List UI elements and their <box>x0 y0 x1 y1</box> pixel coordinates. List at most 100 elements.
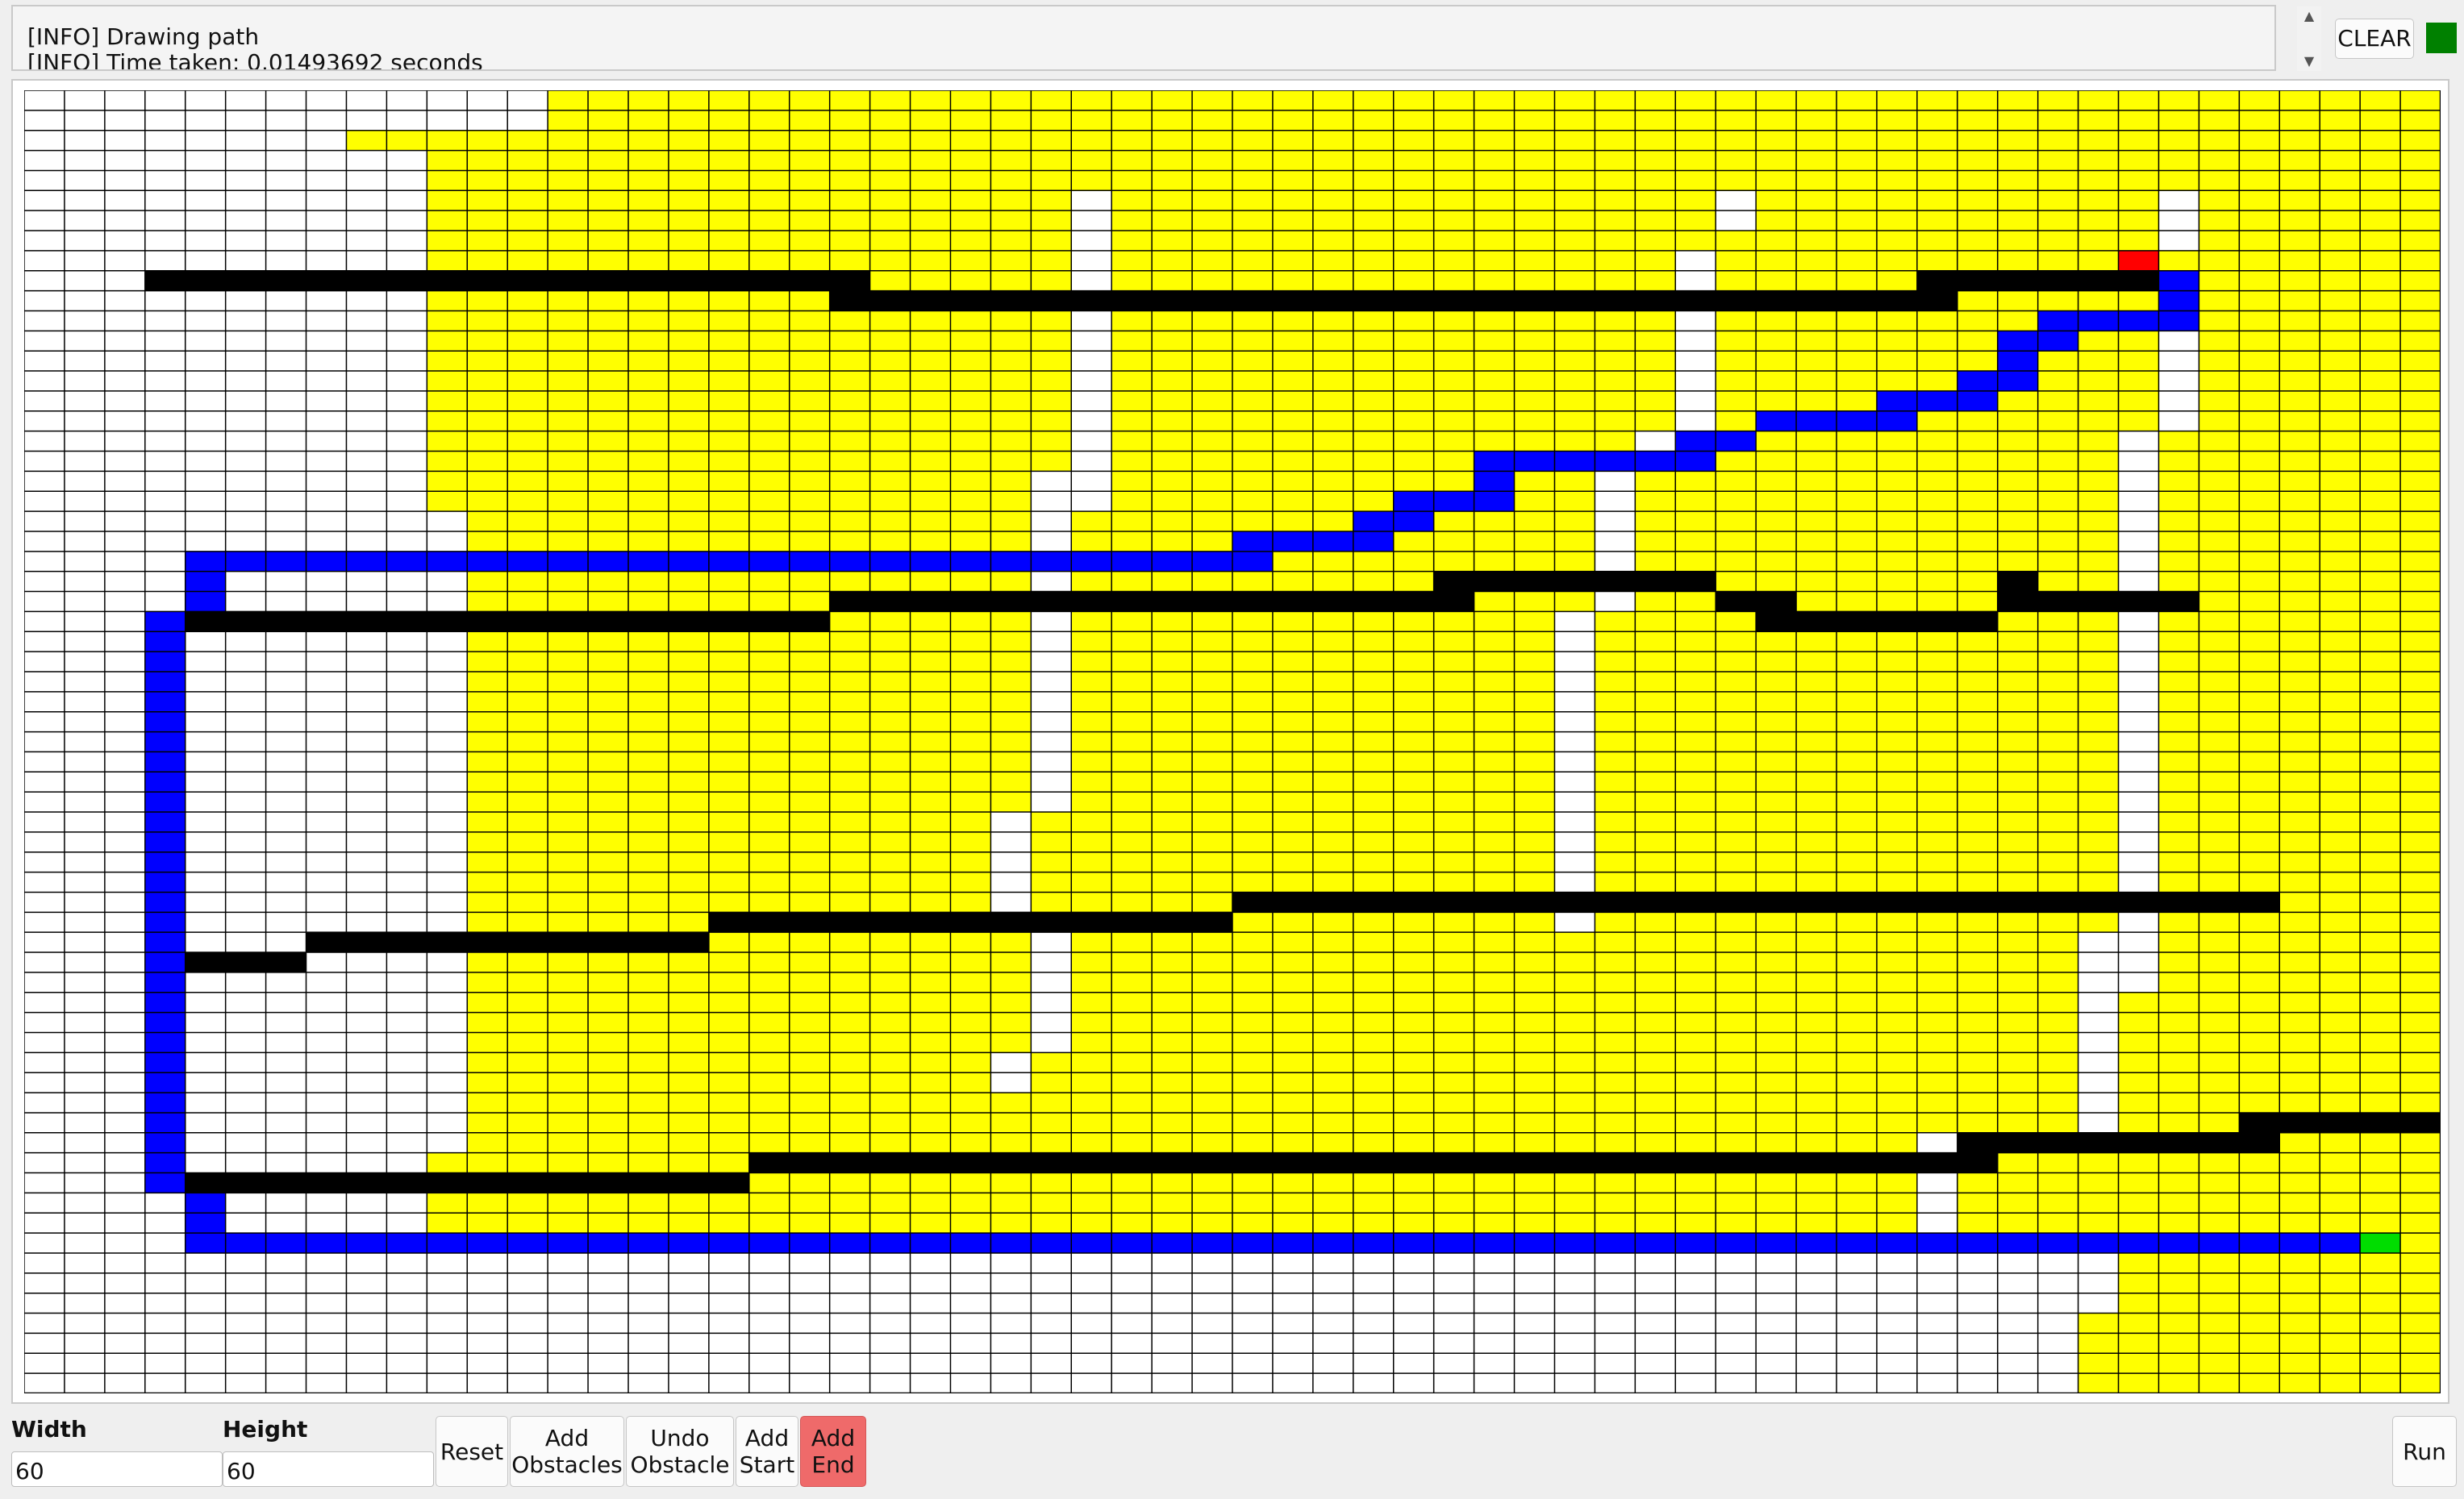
path-cells[interactable] <box>144 932 186 953</box>
visited-cells[interactable] <box>2158 731 2441 752</box>
scroll-up-icon[interactable]: ▲ <box>2303 8 2315 23</box>
visited-cells[interactable] <box>1595 812 2119 832</box>
grid-canvas[interactable] <box>11 79 2449 1404</box>
log-output-panel[interactable]: [INFO] Drawing path [INFO] Time taken: 0… <box>11 5 2276 71</box>
visited-cells[interactable] <box>2158 531 2441 552</box>
visited-cells[interactable] <box>2158 772 2441 793</box>
visited-cells[interactable] <box>2158 952 2441 972</box>
visited-cells[interactable] <box>2158 752 2441 772</box>
visited-cells[interactable] <box>1756 431 2119 452</box>
visited-cells[interactable] <box>427 1193 1917 1214</box>
visited-cells[interactable] <box>1111 190 1716 211</box>
visited-cells[interactable] <box>1796 591 1998 612</box>
path-cells[interactable] <box>144 831 186 852</box>
obstacle-cells[interactable] <box>185 952 306 972</box>
visited-cells[interactable] <box>2037 371 2159 391</box>
visited-cells[interactable] <box>829 611 1032 632</box>
visited-cells[interactable] <box>2158 431 2441 452</box>
path-cells[interactable] <box>185 1193 226 1214</box>
obstacle-cells[interactable] <box>708 912 1232 933</box>
start-cell[interactable] <box>2360 1233 2401 1253</box>
visited-cells[interactable] <box>1111 210 1716 231</box>
visited-cells[interactable] <box>2078 1333 2441 1354</box>
width-input[interactable] <box>11 1451 223 1487</box>
visited-cells[interactable] <box>2158 631 2441 652</box>
visited-cells[interactable] <box>2400 1233 2441 1253</box>
visited-cells[interactable] <box>2078 1353 2441 1374</box>
visited-cells[interactable] <box>1595 711 2119 732</box>
path-cells[interactable] <box>144 711 186 732</box>
path-cells[interactable] <box>2158 290 2199 311</box>
visited-cells[interactable] <box>2158 812 2441 832</box>
visited-cells[interactable] <box>1031 872 1555 893</box>
visited-cells[interactable] <box>2158 611 2441 632</box>
path-cells[interactable] <box>1997 351 2038 372</box>
visited-cells[interactable] <box>548 90 2441 110</box>
visited-cells[interactable] <box>1595 831 2119 852</box>
visited-cells[interactable] <box>2158 471 2441 492</box>
reset-button[interactable]: Reset <box>436 1416 508 1487</box>
path-cells[interactable] <box>144 671 186 692</box>
visited-cells[interactable] <box>427 1213 1917 1234</box>
obstacle-cells[interactable] <box>748 1152 1998 1173</box>
visited-cells[interactable] <box>2158 250 2441 271</box>
path-cells[interactable] <box>144 972 186 993</box>
path-cells[interactable] <box>144 1012 186 1033</box>
visited-cells[interactable] <box>467 1072 991 1093</box>
visited-cells[interactable] <box>467 591 830 612</box>
visited-cells[interactable] <box>548 110 2441 131</box>
visited-cells[interactable] <box>1071 1032 2078 1053</box>
visited-cells[interactable] <box>1595 852 2119 872</box>
add-end-button[interactable]: Add End <box>800 1416 866 1487</box>
visited-cells[interactable] <box>467 1052 991 1073</box>
path-cells[interactable] <box>144 872 186 893</box>
visited-cells[interactable] <box>1716 571 1998 592</box>
path-cells[interactable] <box>144 912 186 933</box>
visited-cells[interactable] <box>2158 491 2441 512</box>
visited-cells[interactable] <box>1031 831 1555 852</box>
visited-cells[interactable] <box>1071 932 2078 953</box>
scroll-down-icon[interactable]: ▼ <box>2303 53 2315 69</box>
path-cells[interactable] <box>185 591 226 612</box>
visited-cells[interactable] <box>1393 531 1595 552</box>
visited-cells[interactable] <box>467 831 991 852</box>
visited-cells[interactable] <box>1071 1012 2078 1033</box>
path-cells[interactable] <box>144 1112 186 1133</box>
undo-obstacle-button[interactable]: Undo Obstacle <box>626 1416 734 1487</box>
visited-cells[interactable] <box>1111 471 1474 492</box>
visited-cells[interactable] <box>1071 511 1353 531</box>
visited-cells[interactable] <box>1474 591 1595 612</box>
path-cells[interactable] <box>144 691 186 712</box>
visited-cells[interactable] <box>1595 752 2119 772</box>
path-cells[interactable] <box>144 852 186 872</box>
visited-cells[interactable] <box>2158 912 2441 933</box>
visited-cells[interactable] <box>1716 270 1917 291</box>
log-scrollbar[interactable]: ▲ ▼ <box>2297 6 2321 71</box>
visited-cells[interactable] <box>2158 671 2441 692</box>
visited-cells[interactable] <box>2158 872 2441 893</box>
visited-cells[interactable] <box>1595 671 2119 692</box>
obstacle-cells[interactable] <box>1997 591 2199 612</box>
path-cells[interactable] <box>144 1072 186 1093</box>
visited-cells[interactable] <box>1111 451 1474 472</box>
path-cells[interactable] <box>144 952 186 972</box>
visited-cells[interactable] <box>1957 290 2159 311</box>
visited-cells[interactable] <box>2158 571 2441 592</box>
visited-cells[interactable] <box>1071 992 2078 1013</box>
visited-cells[interactable] <box>869 270 1072 291</box>
visited-cells[interactable] <box>1071 571 1434 592</box>
path-cells[interactable] <box>144 611 186 632</box>
path-cells[interactable] <box>144 1132 186 1153</box>
visited-cells[interactable] <box>427 471 1032 492</box>
obstacle-cells[interactable] <box>1433 571 1716 592</box>
path-cells[interactable] <box>185 571 226 592</box>
visited-cells[interactable] <box>1595 691 2119 712</box>
visited-cells[interactable] <box>1595 912 2119 933</box>
obstacle-cells[interactable] <box>1997 571 2038 592</box>
path-cells[interactable] <box>144 792 186 813</box>
path-cells[interactable] <box>144 772 186 793</box>
visited-cells[interactable] <box>2078 1373 2441 1393</box>
visited-cells[interactable] <box>467 872 991 893</box>
path-cells[interactable] <box>144 812 186 832</box>
visited-cells[interactable] <box>1071 952 2078 972</box>
